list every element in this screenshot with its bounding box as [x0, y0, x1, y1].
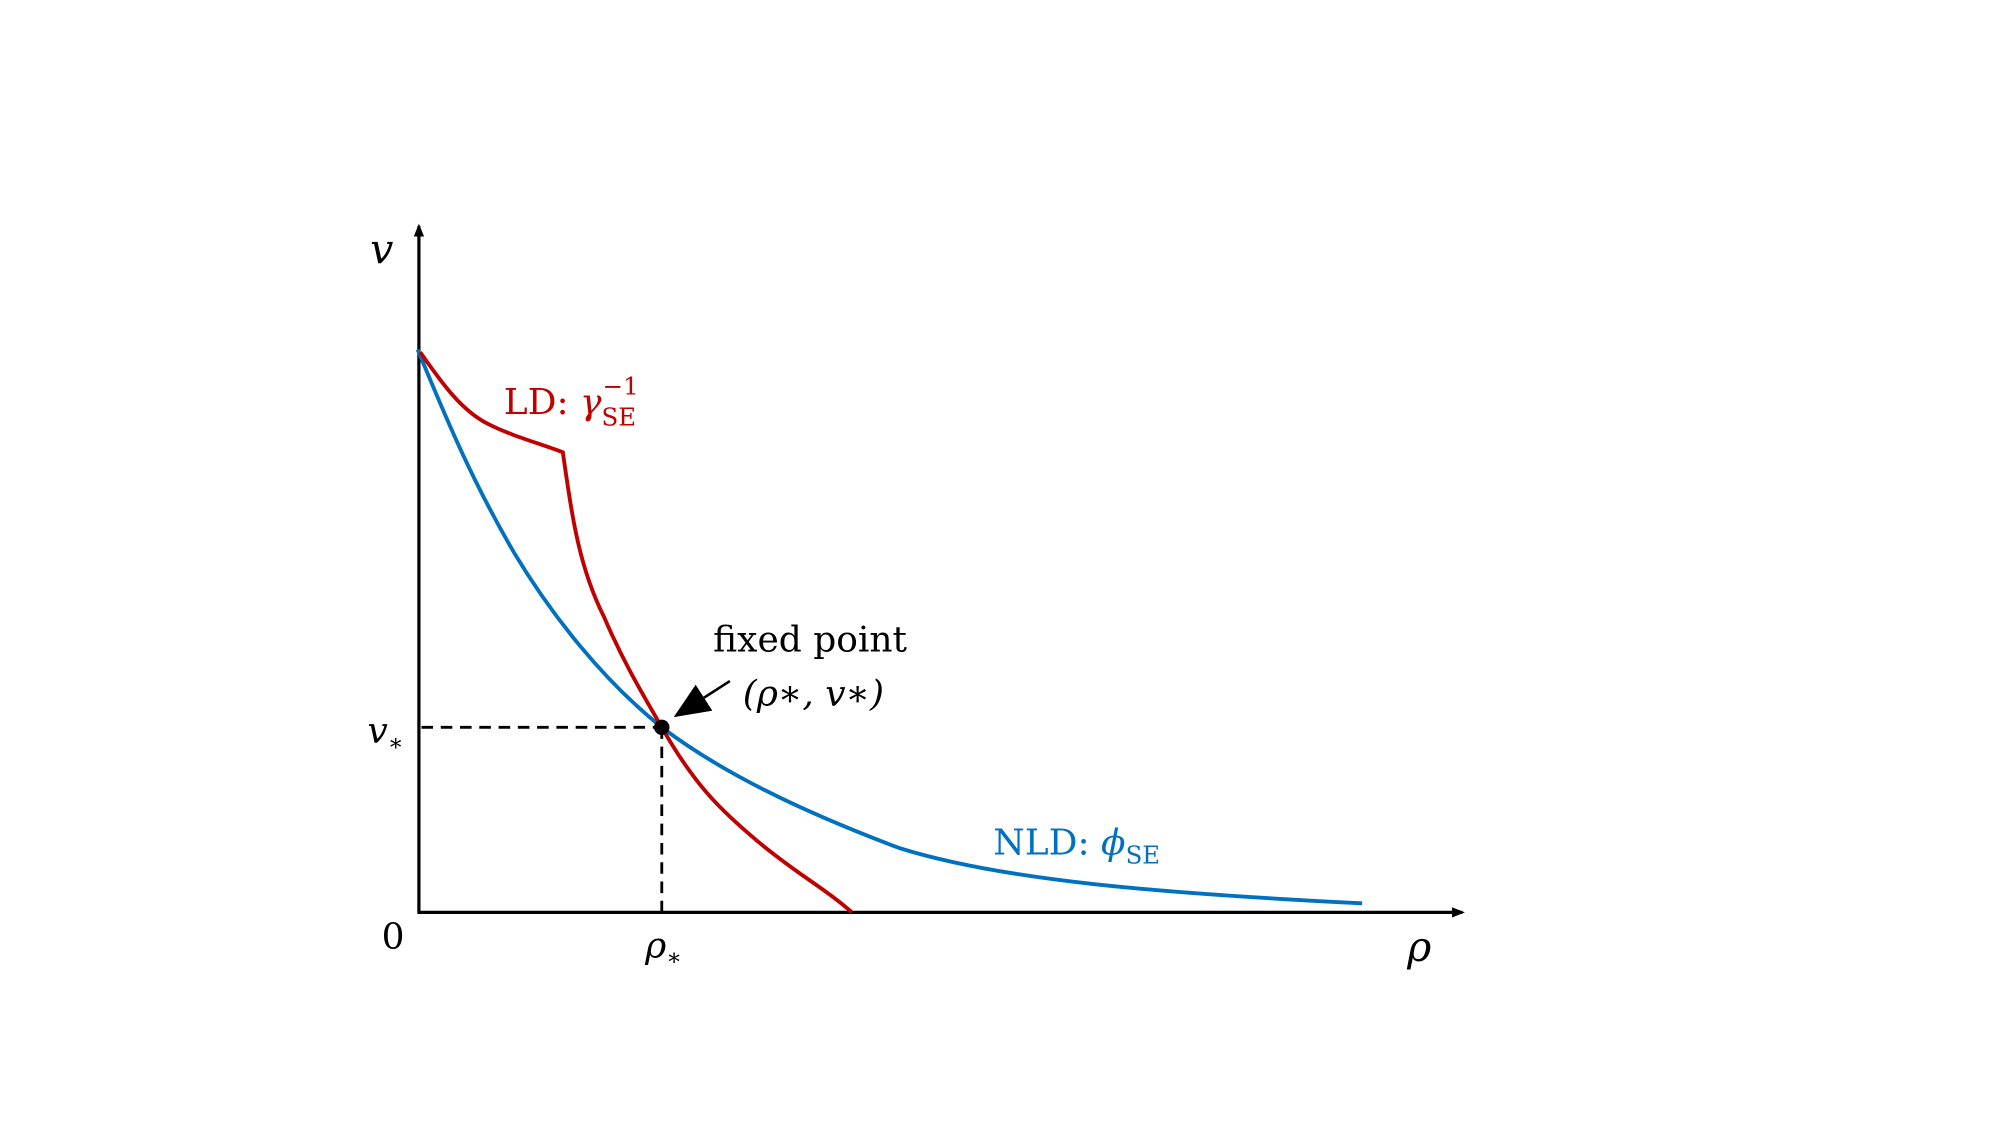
y-axis-label: v: [370, 225, 393, 273]
nld-curve: [415, 348, 1363, 906]
ld-curve: [418, 350, 854, 914]
fixed-point-arrow: [673, 679, 731, 718]
v-star-label: v∗: [368, 711, 404, 757]
ld-curve-label: LD: γSE−1: [504, 371, 639, 431]
fixed-point-title: fixed point: [713, 619, 907, 660]
origin-label: 0: [382, 916, 405, 957]
nld-curve-label: NLD: ϕSE: [993, 823, 1160, 870]
fixed-point-marker: [654, 719, 670, 736]
fixed-point-coords: (ρ∗, v∗): [743, 673, 884, 714]
rho-star-label: ρ∗: [644, 925, 682, 971]
x-axis-label: ρ: [1406, 923, 1431, 971]
